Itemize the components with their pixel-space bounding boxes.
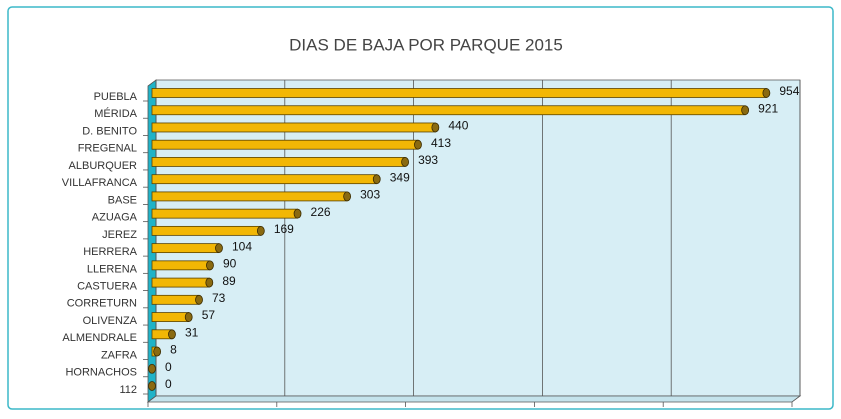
bar — [151, 208, 298, 219]
bar-cap — [414, 139, 422, 150]
bar-cap — [741, 105, 750, 116]
y-tick-label: HORNACHOS — [65, 367, 137, 379]
value-label: 90 — [223, 257, 237, 271]
y-tick-label: ALMENDRALE — [62, 332, 137, 344]
value-label: 169 — [274, 222, 294, 236]
bar — [151, 174, 378, 185]
value-label: 303 — [360, 188, 380, 202]
value-label: 89 — [222, 274, 236, 288]
bar — [151, 139, 419, 150]
value-label: 413 — [431, 136, 451, 150]
bar — [151, 105, 746, 116]
bar-cap — [372, 174, 381, 185]
bar — [151, 122, 436, 133]
y-tick-label: CASTUERA — [77, 280, 138, 292]
bar-cap — [153, 346, 162, 357]
y-tick-label: D. BENITO — [82, 125, 137, 137]
bar-cap — [184, 312, 193, 322]
bar — [151, 191, 348, 202]
bar-cap — [256, 225, 265, 236]
bar-cap — [148, 363, 156, 374]
bar-cap — [215, 243, 223, 254]
y-tick-label: LLERENA — [87, 263, 138, 275]
bar-cap — [206, 260, 214, 271]
y-tick-label: AZUAGA — [92, 212, 138, 224]
value-label: 921 — [758, 101, 778, 115]
y-tick-label: HERRERA — [83, 246, 137, 258]
bar — [151, 157, 406, 167]
bar-cap — [205, 277, 214, 288]
y-tick-label: OLIVENZA — [83, 315, 138, 327]
value-label: 0 — [165, 377, 172, 391]
value-label: 226 — [311, 205, 331, 219]
y-tick-label: VILLAFRANCA — [62, 177, 138, 189]
y-tick-label: CORRETURN — [67, 298, 137, 310]
value-label: 31 — [185, 325, 199, 339]
y-tick-label: MÉRIDA — [94, 107, 137, 120]
bar — [151, 225, 262, 236]
value-label: 8 — [170, 343, 177, 357]
bar — [151, 260, 211, 271]
bar-cap — [168, 329, 176, 340]
value-label: 440 — [448, 119, 468, 133]
value-label: 954 — [779, 84, 799, 98]
y-tick-label: ALBURQUER — [69, 160, 138, 172]
chart-title: DIAS DE BAJA POR PARQUE 2015 — [289, 35, 563, 54]
bar-cap — [293, 208, 302, 219]
bar-cap — [148, 381, 156, 391]
y-tick-label: BASE — [108, 194, 137, 206]
y-tick-label: ZAFRA — [101, 349, 138, 361]
bar-cap — [431, 122, 440, 133]
bar — [151, 243, 220, 254]
bar — [151, 312, 190, 322]
bar-cap — [195, 294, 203, 305]
value-label: 0 — [165, 360, 172, 374]
bar-cap — [401, 157, 409, 167]
bar-cap — [343, 191, 352, 202]
y-tick-label: JEREZ — [102, 229, 137, 241]
value-label: 393 — [418, 153, 438, 167]
y-tick-label: PUEBLA — [94, 91, 138, 103]
bar — [151, 294, 200, 305]
value-label: 57 — [202, 308, 216, 322]
value-label: 349 — [390, 170, 410, 184]
bar — [151, 88, 767, 98]
bar — [151, 277, 210, 288]
y-tick-label: 112 — [119, 384, 137, 396]
y-tick-label: FREGENAL — [78, 143, 137, 155]
value-label: 104 — [232, 239, 252, 253]
value-label: 73 — [212, 291, 226, 305]
floor — [146, 395, 802, 403]
bar-cap — [762, 88, 771, 98]
